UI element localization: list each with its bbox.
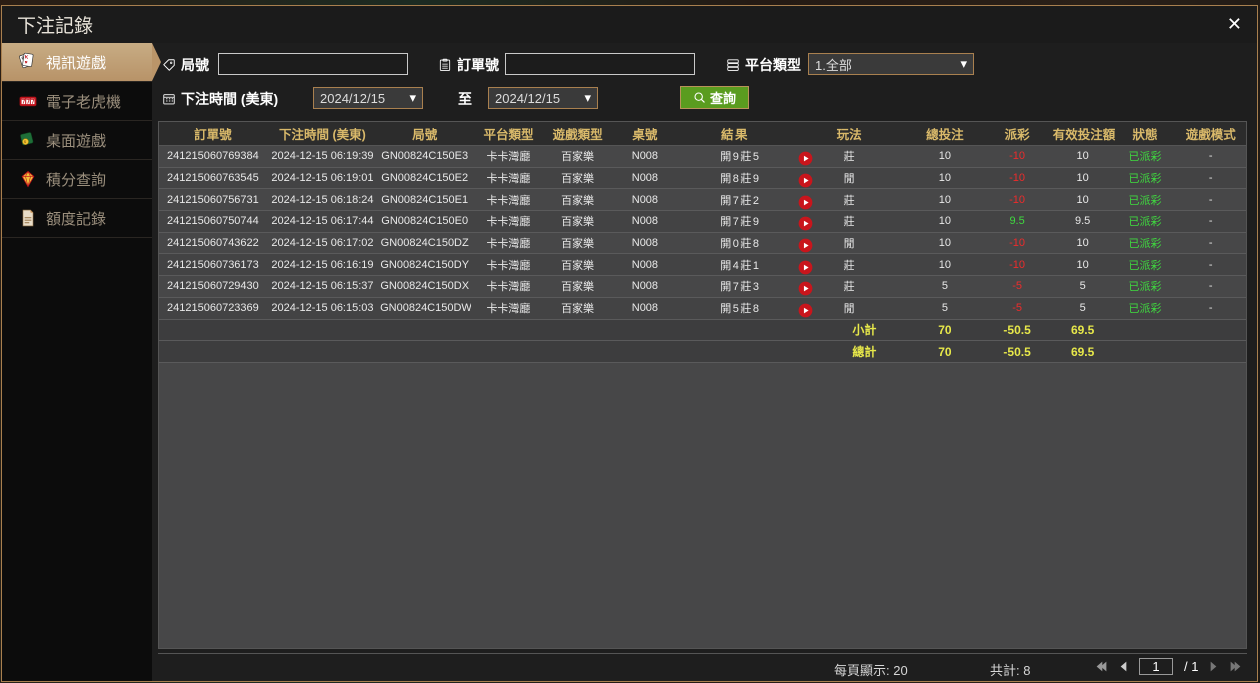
svg-text:$: $ (24, 140, 26, 144)
